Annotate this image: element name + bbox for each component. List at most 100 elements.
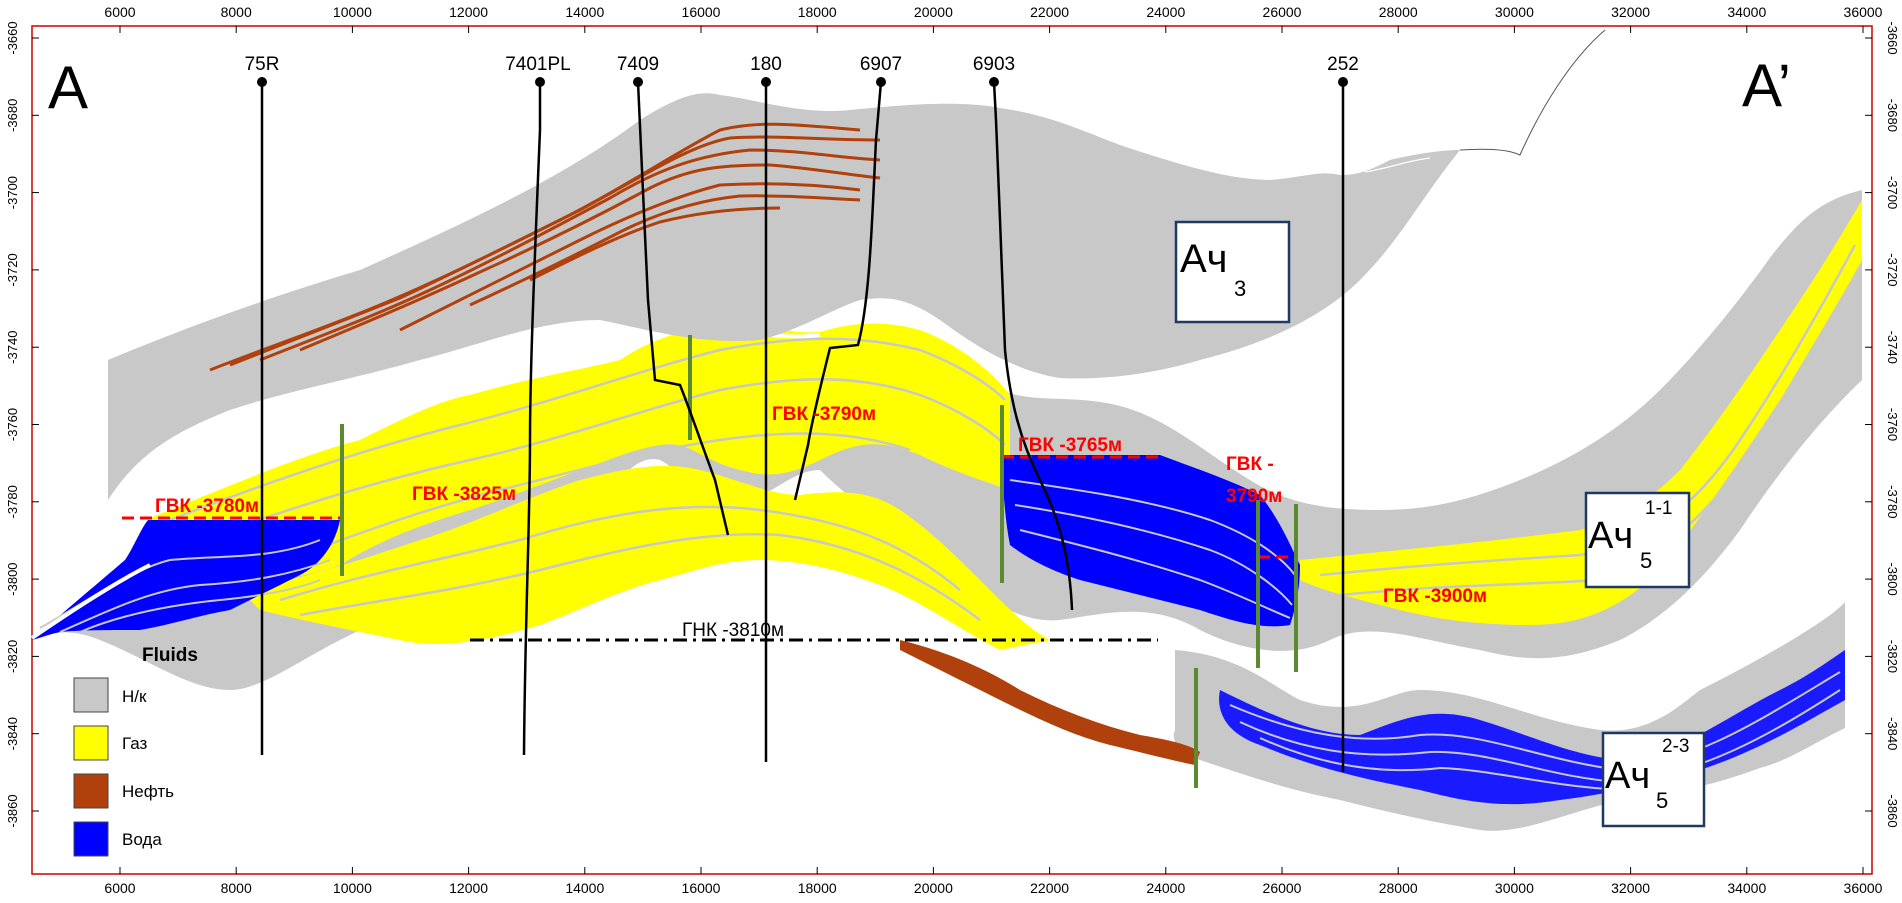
y-tick-label-left: -3680	[5, 99, 20, 132]
fault-lines	[340, 335, 1298, 788]
upper-layer-tail	[1459, 29, 1606, 156]
y-tick-label-left: -3660	[5, 21, 20, 54]
water-center-bedding	[1009, 479, 1296, 619]
well-head-180	[761, 77, 771, 87]
formation-box-ach5-23: Ач 5 2-3	[1601, 731, 1706, 828]
y-tick-label-right: -3760	[1885, 408, 1900, 441]
svg-text:Ач: Ач	[1605, 755, 1650, 797]
upper-layer-body	[108, 93, 1460, 500]
gas-zone-lower	[240, 465, 1050, 650]
well-trajectory-7401pl	[522, 82, 542, 756]
well-trajectory-6903	[992, 81, 1074, 611]
x-tick-label-top: 14000	[565, 4, 604, 20]
formation-box-ach3: Ач 3	[1174, 220, 1291, 324]
label-gvk-3790-center: ГВК -3790м	[772, 404, 876, 425]
x-tick-label-top: 18000	[798, 4, 837, 20]
x-tick-label-top: 30000	[1495, 4, 1534, 20]
x-tick-label-bottom: 16000	[682, 880, 721, 896]
x-tick-label-top: 36000	[1844, 4, 1883, 20]
x-tick-label-top: 26000	[1263, 4, 1302, 20]
y-tick-label-left: -3700	[5, 176, 20, 209]
contact-labels: ГВК -3780м ГВК -3825м ГВК -3790м ГВК -37…	[155, 404, 1487, 607]
x-tick-label-bottom: 34000	[1727, 880, 1766, 896]
svg-text:3: 3	[1234, 276, 1246, 301]
y-tick-label-left: -3860	[5, 794, 20, 827]
svg-text:Н/к: Н/к	[122, 687, 147, 706]
water-zone-center	[1002, 455, 1300, 627]
legend-title: Fluids	[142, 645, 198, 666]
y-tick-label-right: -3660	[1885, 21, 1900, 54]
legend-item-water: Вода	[73, 821, 162, 857]
well-label-75r: 75R	[245, 54, 280, 75]
well-label-180: 180	[750, 54, 782, 75]
svg-text:Нефть: Нефть	[122, 782, 174, 801]
legend-item-gas: Газ	[73, 725, 148, 761]
svg-text:Ач: Ач	[1588, 515, 1633, 557]
x-tick-label-bottom: 18000	[798, 880, 837, 896]
oil-zone-lower	[900, 640, 1200, 765]
x-tick-label-bottom: 28000	[1379, 880, 1418, 896]
y-tick-label-left: -3720	[5, 253, 20, 286]
y-tick-label-left: -3760	[5, 408, 20, 441]
well-label-7409: 7409	[617, 54, 659, 75]
svg-text:1-1: 1-1	[1645, 498, 1672, 519]
x-tick-label-bottom: 26000	[1263, 880, 1302, 896]
y-tick-label-right: -3820	[1885, 640, 1900, 673]
well-label-7401pl: 7401PL	[505, 54, 571, 75]
y-tick-label-right: -3860	[1885, 794, 1900, 827]
well-head-6907	[876, 77, 886, 87]
x-tick-label-bottom: 22000	[1030, 880, 1069, 896]
x-tick-label-bottom: 14000	[565, 880, 604, 896]
y-tick-label-right: -3800	[1885, 562, 1900, 595]
fluids-legend: Fluids Н/к Газ Нефть Вода	[73, 645, 198, 857]
x-tick-label-bottom: 36000	[1844, 880, 1883, 896]
y-tick-label-right: -3700	[1885, 176, 1900, 209]
x-tick-label-top: 32000	[1611, 4, 1650, 20]
x-tick-label-top: 8000	[221, 4, 252, 20]
oil-streaks-upper	[209, 122, 881, 372]
well-trajectory-7409	[636, 81, 730, 536]
x-tick-label-top: 6000	[104, 4, 135, 20]
y-tick-label-left: -3780	[5, 485, 20, 518]
svg-text:5: 5	[1640, 548, 1652, 573]
section-end-label: A’	[1742, 52, 1791, 119]
x-tick-label-top: 22000	[1030, 4, 1069, 20]
label-gvk-3780: ГВК -3780м	[155, 496, 259, 517]
section-start-label: A	[48, 54, 88, 121]
well-trajectory-6907	[793, 81, 883, 501]
y-tick-label-left: -3740	[5, 331, 20, 364]
svg-text:Газ: Газ	[122, 734, 148, 753]
x-tick-label-top: 16000	[682, 4, 721, 20]
svg-text:2-3: 2-3	[1662, 736, 1689, 757]
label-gvk-3825: ГВК -3825м	[412, 484, 516, 505]
label-gvk-3790-right-2: 3790м	[1226, 486, 1282, 507]
y-tick-label-left: -3820	[5, 640, 20, 673]
well-label-6907: 6907	[860, 54, 902, 75]
well-group: 75R 7401PL 7409 180 6907 6903 252	[245, 54, 1359, 772]
y-tick-label-left: -3840	[5, 717, 20, 750]
x-tick-label-top: 24000	[1146, 4, 1185, 20]
well-head-252	[1338, 77, 1348, 87]
well-head-75r	[257, 77, 267, 87]
x-axis-bottom: 6000 8000 10000 12000 14000 16000 18000 20000 22…	[104, 867, 1883, 896]
label-gvk-3900: ГВК -3900м	[1383, 586, 1487, 607]
well-label-6903: 6903	[973, 54, 1015, 75]
svg-text:Ач: Ач	[1180, 237, 1228, 281]
x-tick-label-bottom: 32000	[1611, 880, 1650, 896]
x-tick-label-bottom: 10000	[333, 880, 372, 896]
y-tick-label-right: -3740	[1885, 331, 1900, 364]
formation-box-ach5-11: Ач 5 1-1	[1584, 491, 1691, 589]
lower-water-bedding	[1229, 671, 1841, 791]
x-axis-top: 6000 8000 10000 12000 14000 16000 18000 20000 22…	[104, 4, 1883, 33]
x-tick-label-bottom: 30000	[1495, 880, 1534, 896]
x-tick-label-top: 20000	[914, 4, 953, 20]
x-tick-label-bottom: 12000	[449, 880, 488, 896]
x-tick-label-bottom: 6000	[104, 880, 135, 896]
x-tick-label-top: 10000	[333, 4, 372, 20]
y-tick-label-right: -3840	[1885, 717, 1900, 750]
y-tick-label-right: -3780	[1885, 485, 1900, 518]
label-gvk-3790-right-1: ГВК -	[1226, 454, 1274, 475]
x-tick-label-top: 34000	[1727, 4, 1766, 20]
